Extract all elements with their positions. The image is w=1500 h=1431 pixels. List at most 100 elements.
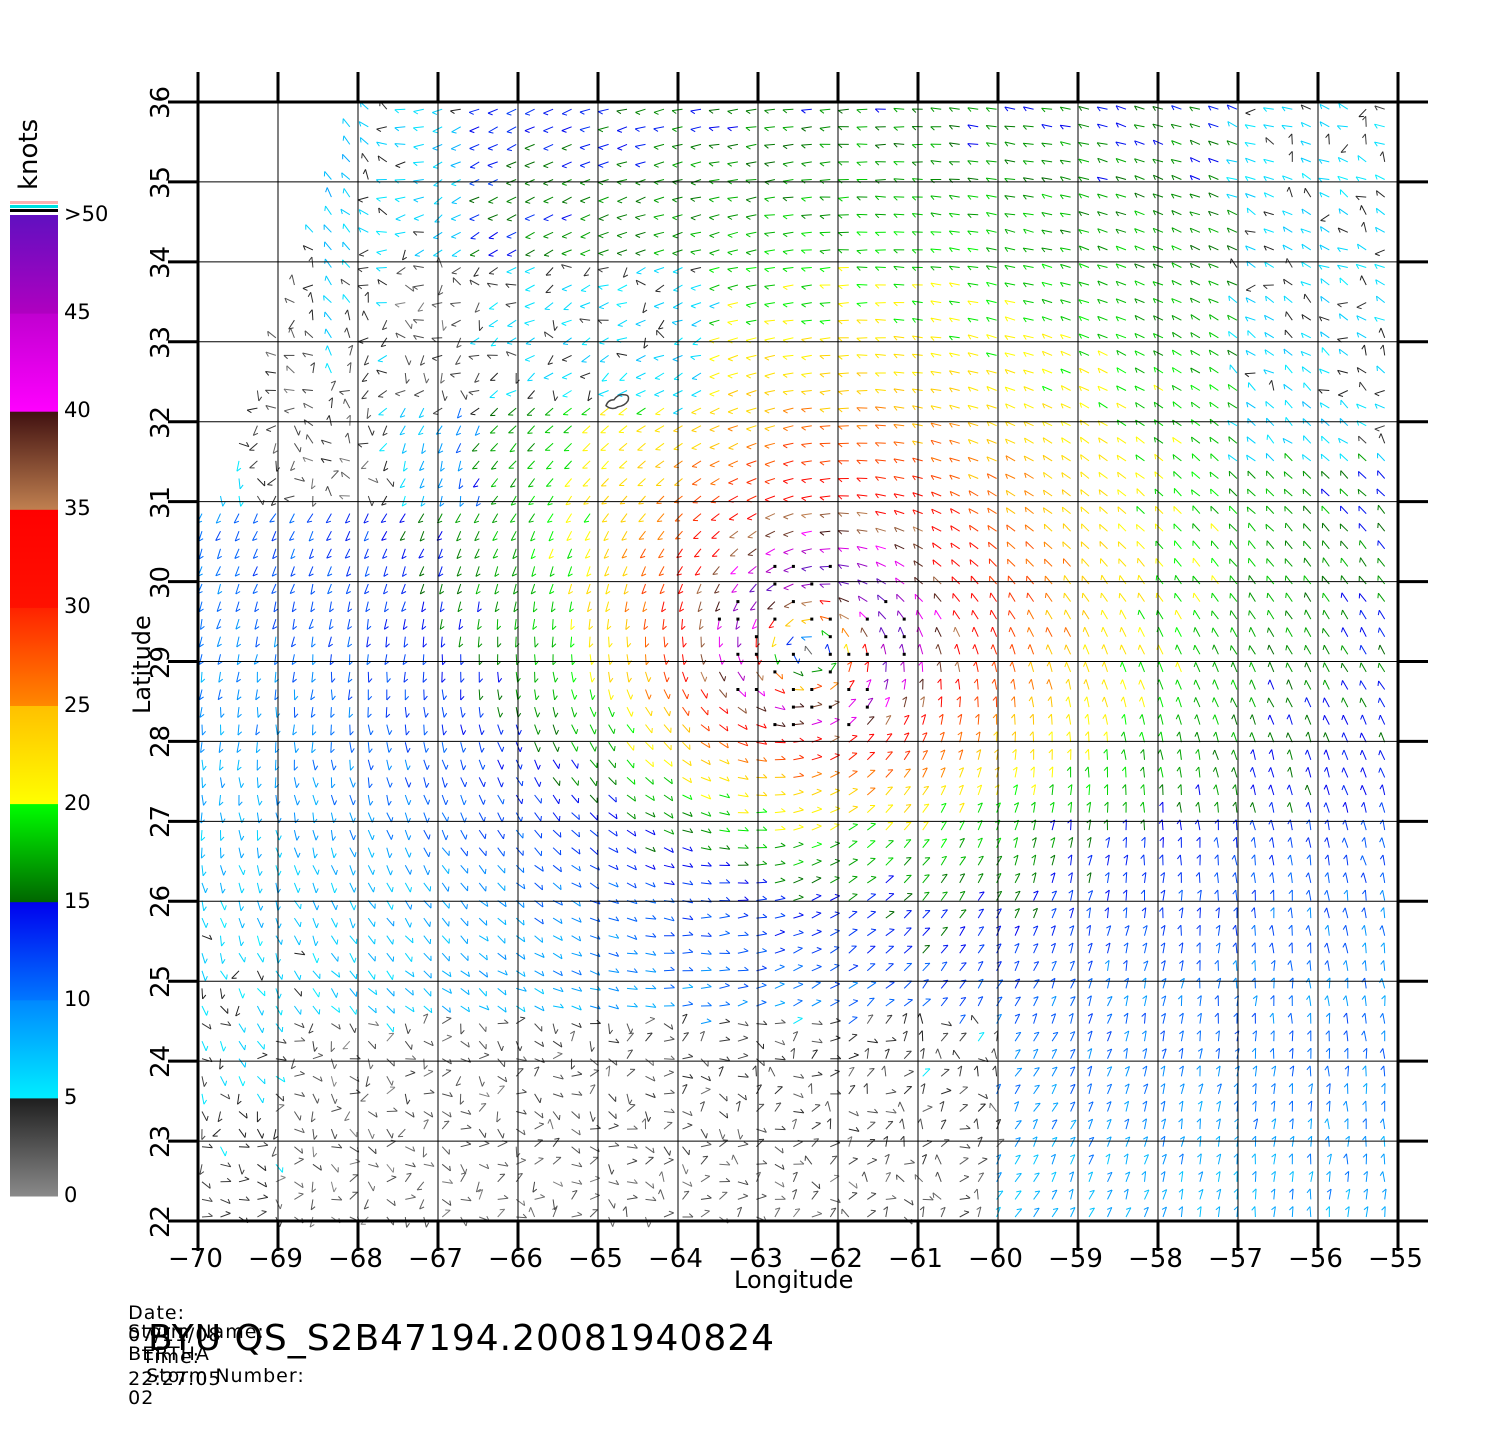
wind-barb-tick: [203, 995, 206, 999]
wind-barb-tick: [659, 1172, 662, 1176]
wind-barb-tick: [769, 1067, 770, 1072]
wind-vector: [849, 1055, 859, 1059]
wind-vector: [1234, 732, 1237, 742]
wind-barb-tick: [502, 783, 504, 788]
wind-barb-tick: [1252, 855, 1255, 859]
wind-vector: [1215, 662, 1219, 672]
wind-vector: [775, 846, 785, 848]
wind-vector: [719, 916, 729, 918]
wind-vector: [1215, 715, 1219, 725]
wind-vector: [368, 760, 371, 770]
wind-vector: [572, 1215, 582, 1217]
wind-vector: [627, 1105, 635, 1112]
wind-barb-tick: [1011, 697, 1014, 701]
wind-barb-tick: [816, 982, 821, 983]
wind-vector: [1309, 925, 1311, 935]
wind-vector: [461, 865, 468, 873]
wind-vector: [1193, 576, 1200, 584]
wind-barb-tick: [226, 1212, 231, 1214]
wind-vector: [535, 918, 544, 924]
wind-vector: [849, 699, 856, 707]
wind-barb-tick: [610, 1030, 613, 1034]
wind-vector: [1291, 855, 1293, 865]
rain-flag-marker: [736, 600, 739, 603]
wind-barb-tick: [1193, 593, 1194, 598]
wind-vector: [405, 777, 409, 787]
wind-vector: [350, 777, 354, 787]
wind-vector: [1029, 627, 1034, 636]
wind-vector: [257, 936, 260, 946]
wind-vector: [590, 707, 594, 717]
wind-vector: [664, 1147, 670, 1156]
wind-vector: [1365, 837, 1367, 847]
wind-barb-tick: [906, 805, 911, 806]
wind-barb-tick: [408, 748, 410, 752]
wind-barb-tick: [280, 1222, 282, 1227]
wind-vector: [498, 1209, 505, 1217]
wind-barb-tick: [281, 1010, 282, 1015]
wind-vector: [646, 777, 654, 784]
wind-vector: [442, 971, 451, 977]
wind-barb-tick: [577, 747, 578, 752]
wind-vector: [535, 637, 536, 648]
wind-vector: [331, 918, 336, 927]
wind-vector: [904, 875, 911, 883]
colorbar-band: [10, 411, 58, 510]
wind-vector: [1384, 1154, 1385, 1165]
wind-barb-tick: [659, 1190, 661, 1195]
wind-vector: [609, 1164, 612, 1174]
wind-barb-tick: [888, 752, 893, 753]
wind-barb-tick: [611, 695, 613, 699]
wind-vector: [664, 1024, 673, 1030]
wind-vector: [1327, 767, 1330, 777]
wind-barb-tick: [966, 1125, 970, 1128]
wind-barb-tick: [1380, 838, 1382, 843]
wind-vector: [387, 865, 391, 875]
wind-barb-tick: [1231, 628, 1232, 633]
wind-vector: [516, 813, 521, 822]
wind-vector: [1383, 1172, 1385, 1182]
wind-vector: [331, 1182, 334, 1192]
wind-barb-tick: [1325, 838, 1328, 842]
wind-vector: [1034, 1085, 1040, 1094]
wind-vector: [867, 1160, 877, 1164]
wind-vector: [202, 865, 203, 876]
wind-barb-tick: [389, 766, 392, 770]
wind-barb-tick: [1175, 575, 1176, 580]
wind-vector: [590, 742, 595, 751]
wind-vector: [1010, 593, 1016, 602]
wind-barb-tick: [835, 859, 840, 861]
wind-vector: [867, 788, 875, 795]
wind-vector: [590, 830, 598, 837]
wind-barb-tick: [424, 696, 427, 700]
wind-vector: [1251, 662, 1255, 672]
wind-barb-tick: [925, 875, 930, 876]
wind-vector: [1309, 978, 1311, 988]
wind-barb-tick: [763, 675, 764, 680]
wind-barb-tick: [1288, 767, 1291, 771]
wind-barb-tick: [1232, 732, 1234, 737]
wind-barb-tick: [221, 837, 224, 841]
wind-vector: [886, 1015, 892, 1023]
wind-barb-tick: [825, 644, 827, 649]
wind-vector: [461, 707, 463, 717]
wind-barb-tick: [1269, 750, 1272, 754]
wind-vector: [738, 970, 749, 971]
wind-vector: [442, 1199, 451, 1205]
wind-barb-tick: [1268, 698, 1269, 703]
wind-barb-tick: [1102, 662, 1104, 667]
wind-vector: [1347, 1031, 1348, 1042]
wind-barb-tick: [974, 662, 977, 666]
wind-barb-tick: [901, 1136, 904, 1140]
wind-barb-tick: [1307, 960, 1310, 964]
wind-vector: [830, 1156, 837, 1164]
wind-vector: [1382, 926, 1385, 936]
wind-barb-tick: [1250, 732, 1252, 737]
wind-barb-tick: [225, 1151, 226, 1156]
wind-vector: [1101, 559, 1108, 567]
wind-barb-tick: [991, 645, 993, 650]
wind-vector: [1071, 785, 1072, 795]
wind-barb-tick: [548, 1119, 550, 1124]
wind-barb-tick: [578, 764, 579, 769]
wind-vector: [1251, 680, 1255, 690]
